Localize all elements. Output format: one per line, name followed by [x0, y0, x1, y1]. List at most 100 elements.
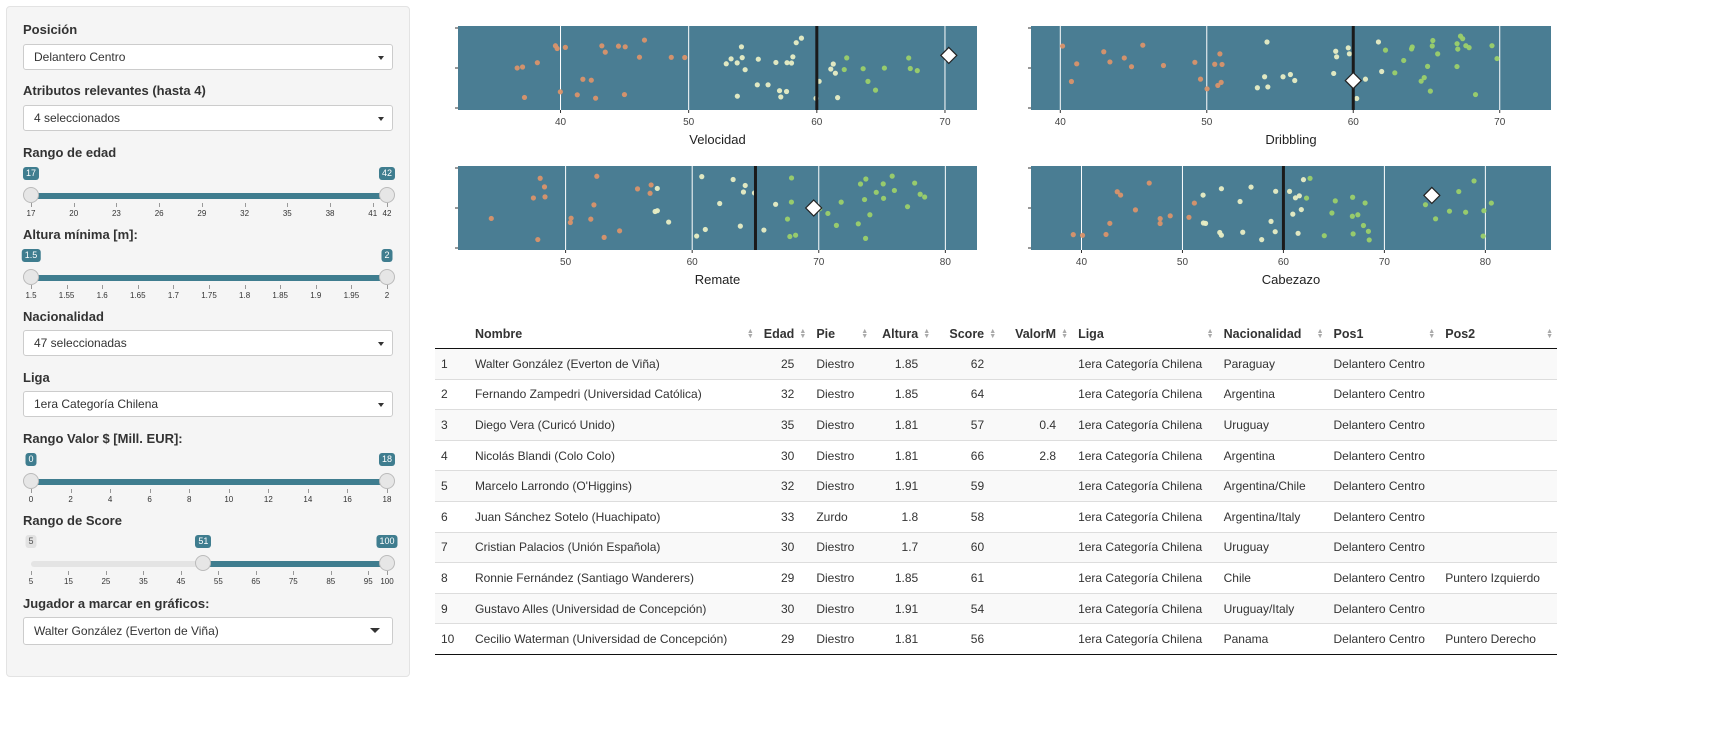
sort-arrows-icon[interactable]: ▲ ▼ — [1316, 328, 1324, 340]
data-point — [534, 60, 540, 66]
column-header-label: Nacionalidad — [1223, 327, 1302, 341]
table-cell — [1439, 470, 1557, 502]
table-cell — [1439, 348, 1557, 380]
data-point — [922, 194, 928, 200]
sort-arrows-icon[interactable]: ▲ ▼ — [799, 328, 807, 340]
table-row[interactable]: 9 Gustavo Alles (Universidad de Concepció… — [435, 593, 1557, 625]
table-row[interactable]: 8 Ronnie Fernández (Santiago Wanderers) 29… — [435, 562, 1557, 594]
table-cell: 60 — [934, 532, 1001, 564]
data-point — [734, 60, 740, 66]
jugador-select[interactable]: Walter González (Everton de Viña) — [23, 617, 393, 645]
column-header-altura[interactable]: Altura ▲ ▼ — [872, 320, 935, 349]
data-point — [798, 35, 805, 41]
column-header-liga[interactable]: Liga ▲ ▼ — [1072, 320, 1218, 349]
data-point — [519, 64, 526, 70]
data-point — [880, 195, 887, 201]
column-header-pie[interactable]: Pie ▲ ▼ — [810, 320, 873, 349]
table-row[interactable]: 10 Cecilio Waterman (Universidad de Conce… — [435, 623, 1557, 655]
data-point — [1350, 194, 1356, 200]
atributos-select[interactable]: 4 seleccionados — [23, 105, 393, 131]
slider-handle-to[interactable] — [379, 187, 395, 203]
posicion-select[interactable]: Delantero Centro — [23, 44, 393, 70]
sort-arrows-icon[interactable]: ▲ ▼ — [1428, 328, 1436, 340]
x-axis-label: Remate — [695, 272, 741, 287]
column-header-score[interactable]: Score ▲ ▼ — [934, 320, 1001, 349]
data-point — [580, 76, 586, 82]
slider-tick-label: 15 — [64, 577, 73, 586]
data-point — [616, 228, 623, 234]
slider-handle-from[interactable] — [23, 473, 39, 489]
data-point — [1481, 208, 1487, 214]
slider-handle-from[interactable] — [23, 269, 39, 285]
data-point — [723, 61, 729, 67]
slider-tick — [228, 489, 230, 493]
table-row[interactable]: 3 Diego Vera (Curicó Unido) 35 Diestro 1.81 5… — [435, 409, 1557, 441]
slider-tick-label: 26 — [154, 209, 164, 218]
column-header-nombre[interactable]: Nombre ▲ ▼ — [468, 320, 758, 349]
column-header-nacionalidad[interactable]: Nacionalidad ▲ ▼ — [1217, 320, 1328, 349]
column-header-valorm[interactable]: ValorM ▲ ▼ — [1000, 320, 1073, 349]
sort-arrows-icon[interactable]: ▲ ▼ — [923, 328, 931, 340]
slider-tick — [255, 571, 257, 575]
slider-tick — [173, 285, 175, 289]
table-cell: 7 — [435, 532, 469, 564]
table-row[interactable]: 4 Nicolás Blandi (Colo Colo) 30 Diestro 1.81… — [435, 440, 1557, 472]
slider-tick — [244, 203, 246, 207]
slider-handle-to[interactable] — [379, 269, 395, 285]
table-cell: Delantero Centro — [1327, 532, 1440, 564]
data-point — [740, 189, 747, 195]
slider-handle-from[interactable] — [195, 555, 212, 571]
data-point — [1140, 42, 1146, 48]
column-header-pos1[interactable]: Pos1 ▲ ▼ — [1327, 320, 1440, 349]
table-cell: 1era Categoría Chilena — [1072, 593, 1218, 625]
table-row[interactable]: 1 Walter González (Everton de Viña) 25 Dies… — [435, 348, 1557, 380]
table-cell: Panama — [1217, 623, 1328, 655]
data-point — [488, 215, 494, 222]
data-point — [668, 54, 674, 60]
slider-handle-to[interactable] — [379, 473, 395, 489]
slider-value-from: 17 — [22, 167, 40, 180]
x-tick-label: 80 — [940, 257, 952, 268]
data-point — [1117, 192, 1124, 198]
table-row[interactable]: 5 Marcelo Larrondo (O'Higgins) 32 Diestro 1.… — [435, 470, 1557, 502]
data-point — [872, 87, 879, 93]
column-header-pos2[interactable]: Pos2 ▲ ▼ — [1439, 320, 1557, 349]
sort-arrows-icon[interactable]: ▲ ▼ — [1206, 328, 1214, 340]
slider-tick-label: 85 — [326, 577, 336, 586]
sort-arrows-icon[interactable]: ▲ ▼ — [1061, 328, 1069, 340]
slider-tick — [68, 571, 70, 575]
sort-arrows-icon[interactable]: ▲ ▼ — [1546, 328, 1553, 340]
edad-slider[interactable]: 17 42 17 20 23 26 29 32 35 38 41 42 — [22, 167, 396, 227]
table-cell: 5 — [435, 470, 469, 502]
table-cell: 9 — [435, 593, 469, 625]
valor-slider[interactable]: 0 18 0 2 4 6 8 10 12 14 16 18 — [23, 453, 396, 513]
slider-tick-label: 75 — [288, 577, 298, 586]
column-header-edad[interactable]: Edad ▲ ▼ — [757, 320, 811, 349]
column-header-label: Pie — [816, 327, 836, 341]
liga-select[interactable]: 1era Categoría Chilena — [23, 391, 393, 417]
slider-tick-label: 35 — [138, 577, 148, 586]
slider-handle-from[interactable] — [23, 187, 39, 203]
score-slider[interactable]: 51 100 5 5 15 25 35 45 55 65 75 85 95 100 — [23, 535, 398, 595]
slider-handle-to[interactable] — [379, 555, 395, 571]
altura-slider[interactable]: 1.5 2 1.5 1.55 1.6 1.65 1.7 1.75 1.8 1.85 1.9 1.95 2 — [21, 249, 395, 309]
data-point — [1295, 230, 1301, 236]
sort-arrows-icon[interactable]: ▲ ▼ — [989, 328, 997, 340]
sort-arrows-icon[interactable]: ▲ ▼ — [746, 328, 754, 340]
data-point — [601, 234, 607, 240]
data-point — [1392, 70, 1398, 76]
data-point — [641, 37, 648, 43]
slider-value-from: 51 — [195, 535, 212, 548]
data-point — [1488, 200, 1494, 206]
table-row[interactable]: 6 Juan Sánchez Sotelo (Huachipato) 33 Zurdo… — [435, 501, 1557, 533]
slider-tick-label: 32 — [240, 209, 250, 218]
x-axis-label: Cabezazo — [1262, 272, 1321, 287]
slider-tick — [218, 571, 220, 575]
table-row[interactable]: 2 Fernando Zampedri (Universidad Católica… — [435, 379, 1557, 411]
data-point — [1292, 77, 1298, 84]
table-row[interactable]: 7 Cristian Palacios (Unión Española) 30 Die… — [435, 532, 1557, 564]
nacionalidad-label: Nacionalidad — [23, 309, 104, 324]
data-point — [1070, 232, 1076, 238]
nacionalidad-select[interactable]: 47 seleccionadas — [23, 330, 393, 356]
sort-arrows-icon[interactable]: ▲ ▼ — [861, 328, 869, 340]
